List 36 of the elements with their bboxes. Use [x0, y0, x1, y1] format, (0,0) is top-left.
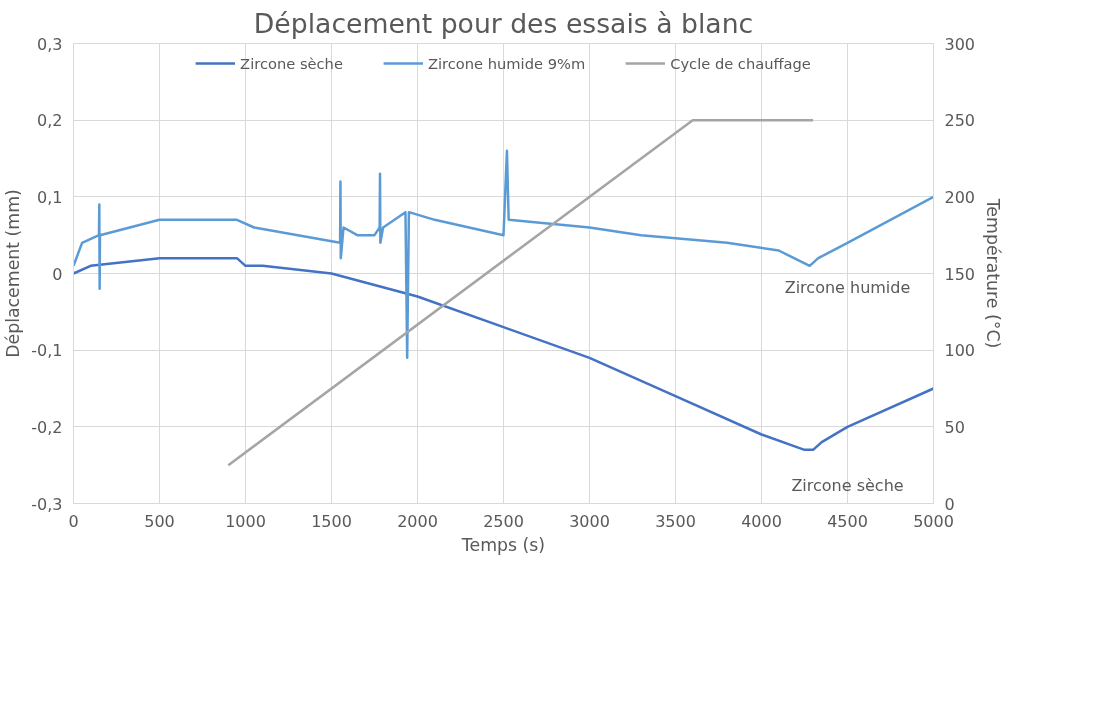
x-tick-label: 2500 [483, 511, 524, 531]
y-tick-label: -0,3 [31, 494, 63, 514]
x-tick-label: 1500 [311, 511, 352, 531]
y2-tick-label: 0 [944, 494, 955, 514]
annotation: Zircone humide [784, 277, 911, 297]
x-tick-label: 2000 [397, 511, 438, 531]
y-tick-label: 0,3 [37, 34, 63, 54]
y-tick-label: 0,2 [37, 111, 63, 131]
y2-tick-label: 250 [944, 111, 976, 131]
y-axis-title: Déplacement (mm) [3, 189, 24, 358]
legend-label: Zircone sèche [240, 54, 343, 72]
x-axis-title: Temps (s) [460, 534, 546, 555]
x-tick-label: 0 [68, 511, 79, 531]
y2-tick-label: 100 [944, 341, 976, 361]
y2-tick-label: 50 [944, 417, 965, 437]
y2-tick-label: 300 [944, 34, 976, 54]
x-tick-label: 4500 [827, 511, 868, 531]
legend-label: Zircone humide 9%m [427, 54, 586, 72]
y-tick-label: -0,2 [31, 417, 63, 437]
x-tick-label: 5000 [913, 511, 954, 531]
y2-axis-title: Température (°C) [983, 197, 1004, 349]
annotation: Zircone sèche [791, 475, 904, 495]
y-tick-label: 0 [52, 264, 63, 284]
x-tick-label: 4000 [741, 511, 782, 531]
y-tick-label: -0,1 [31, 341, 63, 361]
y-tick-label: 0,1 [37, 187, 63, 207]
y2-tick-label: 150 [944, 264, 976, 284]
x-tick-label: 1000 [225, 511, 266, 531]
x-tick-label: 3500 [655, 511, 696, 531]
x-tick-label: 3000 [569, 511, 610, 531]
legend-label: Cycle de chauffage [670, 54, 811, 72]
line-series [73, 149, 934, 360]
x-tick-label: 500 [144, 511, 175, 531]
y2-tick-label: 200 [944, 187, 976, 207]
line-series [73, 256, 934, 452]
chart-title: Déplacement pour des essais à blanc [253, 7, 754, 39]
